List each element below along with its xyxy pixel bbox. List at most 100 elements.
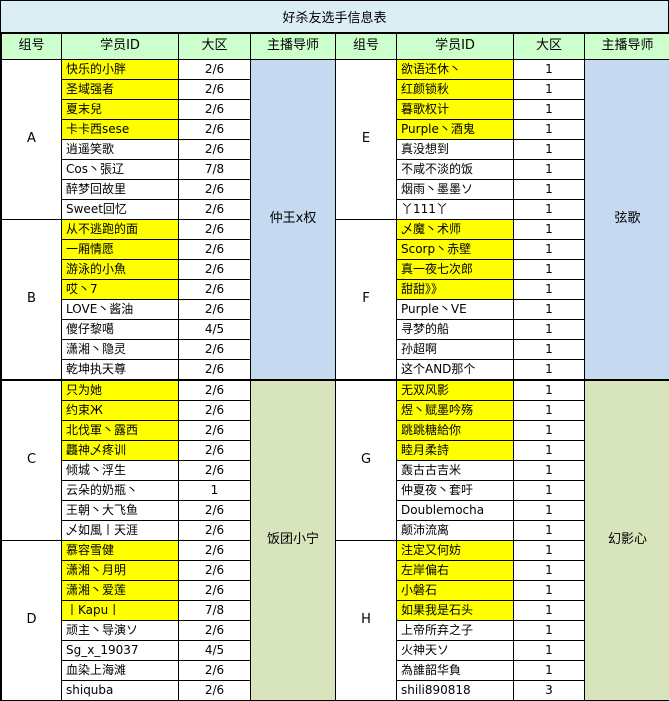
region-cell: 1	[513, 339, 585, 360]
region-cell: 1	[513, 600, 585, 621]
student-id-cell: 游泳的小魚	[61, 259, 179, 280]
student-id-cell: 潇湘丶爱莲	[61, 580, 179, 601]
student-id-cell: 火神天ソ	[396, 640, 514, 661]
table-row: 北伐軍丶露西 2/6 跳跳糖給你 1	[2, 420, 669, 441]
region-cell: 1	[513, 99, 585, 120]
table-row: Cos丶張辽 7/8 不咸不淡的饭 1	[2, 159, 669, 180]
region-cell: 2/6	[178, 620, 251, 641]
student-id-cell: Purple丶VE	[396, 299, 514, 320]
region-cell: 1	[513, 299, 585, 320]
student-id-cell: 顽主丶导演ソ	[61, 620, 179, 641]
group-label: H	[335, 540, 397, 701]
student-id-cell: 北伐軍丶露西	[61, 420, 179, 441]
region-cell: 2/6	[178, 259, 251, 280]
column-header-group: 组号	[1, 33, 62, 60]
student-id-cell: 為誰韶华負	[396, 660, 514, 681]
student-id-cell: 红颜锁秋	[396, 79, 514, 100]
student-id-cell: 无双风影	[396, 379, 514, 401]
student-id-cell: 真没想到	[396, 139, 514, 160]
table-body: A 快乐的小胖 2/6 仲王x权 E 欲语还休丶 1 弦歌 圣域强者 2/6 红颜锁秋 1 夏末兒 2/6…	[1, 59, 669, 701]
student-id-cell: 傻仔黎噶	[61, 319, 179, 340]
student-id-cell: 左岸偏右	[396, 560, 514, 581]
region-cell: 1	[513, 239, 585, 260]
region-cell: 2/6	[178, 520, 251, 541]
region-cell: 1	[513, 219, 585, 240]
student-id-cell: 慕容雪健	[61, 540, 179, 561]
region-cell: 2/6	[178, 359, 251, 381]
region-cell: 1	[513, 580, 585, 601]
region-cell: 2/6	[178, 339, 251, 360]
region-cell: 1	[513, 119, 585, 140]
student-id-cell: Purple丶酒鬼	[396, 119, 514, 140]
table-row: 血染上海滩 2/6 為誰韶华負 1	[2, 660, 669, 681]
region-cell: 2/6	[178, 580, 251, 601]
student-id-cell: shiquba	[61, 680, 179, 701]
student-id-cell: 醉梦回故里	[61, 179, 179, 200]
student-id-cell: 一厢情愿	[61, 239, 179, 260]
region-cell: 1	[513, 480, 585, 501]
student-id-cell: 王朝丶大飞鱼	[61, 500, 179, 521]
region-cell: 1	[178, 480, 251, 501]
region-cell: 1	[513, 540, 585, 561]
region-cell: 1	[513, 560, 585, 581]
table-row: 乾坤执天尊 2/6 这个AND那个 1	[2, 359, 669, 381]
student-id-cell: 丫111丫	[396, 199, 514, 220]
region-cell: 2/6	[178, 379, 251, 401]
table-row: A 快乐的小胖 2/6 仲王x权 E 欲语还休丶 1 弦歌	[1, 59, 669, 381]
region-cell: 2/6	[178, 400, 251, 421]
table-title: 好杀友选手信息表	[1, 1, 668, 33]
group-label: B	[1, 219, 62, 381]
student-id-cell: 上帝所弃之子	[396, 620, 514, 641]
student-id-cell: 只为她	[61, 379, 179, 401]
student-id-cell: 小磐石	[396, 580, 514, 601]
student-id-cell: 约束Ж	[61, 400, 179, 421]
student-id-cell: 不咸不淡的饭	[396, 159, 514, 180]
student-id-cell: shili890818	[396, 680, 514, 701]
student-id-cell: 从不逃跑的面	[61, 219, 179, 240]
region-cell: 2/6	[178, 560, 251, 581]
group-label: E	[335, 59, 397, 220]
region-cell: 1	[513, 279, 585, 300]
student-id-cell: 乄魔丶术师	[396, 219, 514, 240]
region-cell: 2/6	[178, 119, 251, 140]
student-id-cell: 倾城丶浮生	[61, 460, 179, 481]
table-row: Sg_x_19037 4/5 火神天ソ 1	[2, 640, 669, 661]
region-cell: 1	[513, 620, 585, 641]
table-row: 哎丶7 2/6 甜甜》》 1	[2, 279, 669, 300]
student-id-cell: Sg_x_19037	[61, 640, 179, 661]
region-cell: 2/6	[178, 179, 251, 200]
region-cell: 2/6	[178, 299, 251, 320]
region-cell: 2/6	[178, 279, 251, 300]
region-cell: 2/6	[178, 139, 251, 160]
mentor-cell: 幻影心	[584, 379, 669, 701]
group-label: A	[1, 59, 62, 220]
column-header-mentor: 主播导师	[250, 33, 336, 60]
region-cell: 1	[513, 520, 585, 541]
region-cell: 2/6	[178, 99, 251, 120]
region-cell: 2/6	[178, 59, 251, 80]
region-cell: 1	[513, 500, 585, 521]
table-row: 乄如風丨天涯 2/6 颠沛流离 1	[2, 520, 669, 541]
group-label: D	[1, 540, 62, 701]
student-id-cell: 卡卡西sese	[61, 119, 179, 140]
table-row: 傻仔黎噶 4/5 寻梦的船 1	[2, 319, 669, 340]
region-cell: 2/6	[178, 680, 251, 701]
student-id-cell: 轰古古吉米	[396, 460, 514, 481]
region-cell: 1	[513, 420, 585, 441]
column-header-region: 大区	[178, 33, 251, 60]
student-id-cell: 夏末兒	[61, 99, 179, 120]
mentor-cell: 弦歌	[584, 59, 669, 381]
student-id-cell: 血染上海滩	[61, 660, 179, 681]
region-cell: 1	[513, 259, 585, 280]
region-cell: 1	[513, 199, 585, 220]
student-id-cell: 煜丶赋墨吟殇	[396, 400, 514, 421]
student-id-cell: 孙超啊	[396, 339, 514, 360]
header-row: 组号 学员ID 大区 主播导师 组号 学员ID 大区 主播导师	[1, 33, 669, 60]
region-cell: 1	[513, 359, 585, 381]
table-row: 卡卡西sese 2/6 Purple丶酒鬼 1	[2, 119, 669, 140]
region-cell: 1	[513, 79, 585, 100]
table-row: C 只为她 2/6 饭团小宁 G 无双风影 1 幻影心	[1, 379, 669, 701]
student-id-cell: Cos丶張辽	[61, 159, 179, 180]
region-cell: 1	[513, 179, 585, 200]
